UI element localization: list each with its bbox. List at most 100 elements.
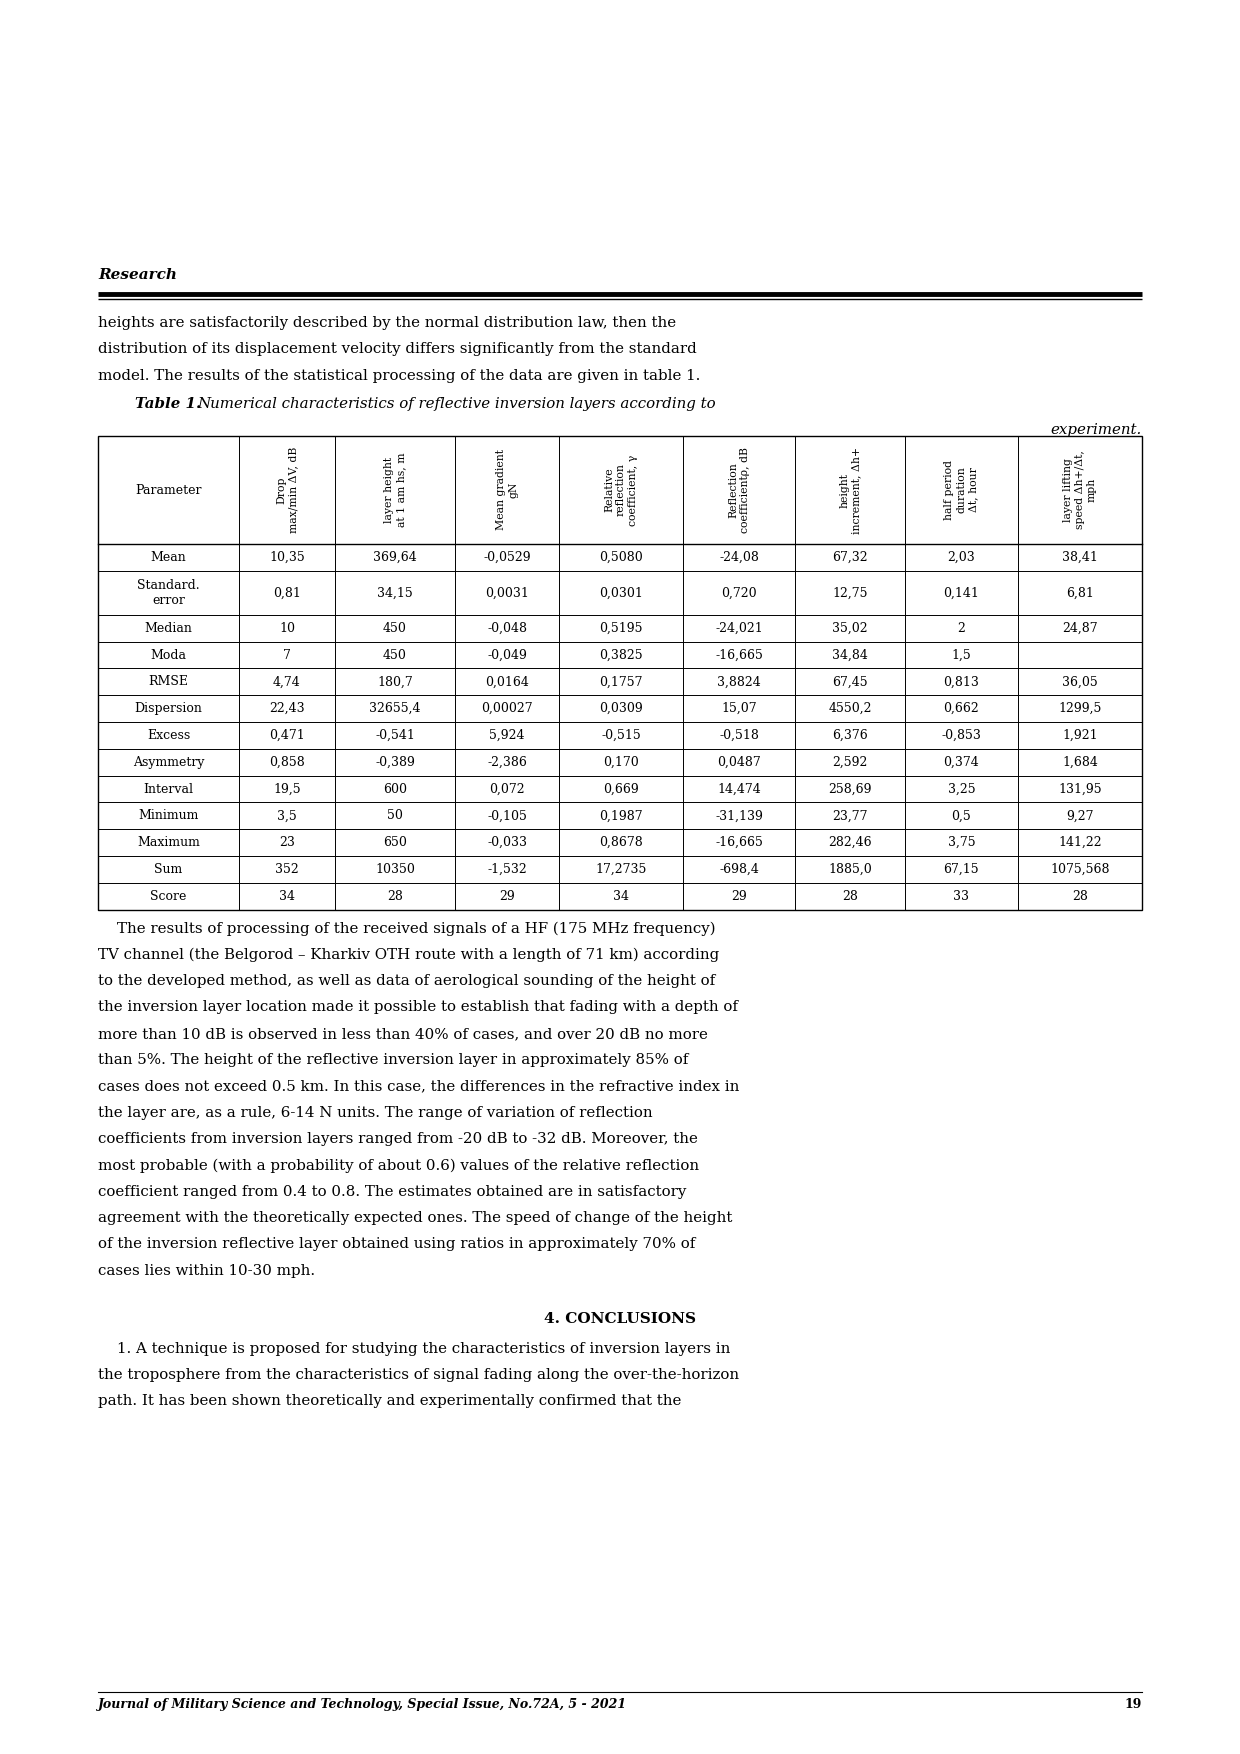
Text: 1885,0: 1885,0 <box>828 863 872 875</box>
Text: 0,669: 0,669 <box>603 782 639 796</box>
Text: 1299,5: 1299,5 <box>1058 702 1101 716</box>
Text: Journal of Military Science and Technology, Special Issue, No.72A, 5 - 2021: Journal of Military Science and Technolo… <box>98 1698 627 1710</box>
Text: 3,8824: 3,8824 <box>717 675 761 688</box>
Text: Mean gradient
gN: Mean gradient gN <box>496 449 518 530</box>
Text: 6,81: 6,81 <box>1066 586 1094 600</box>
Text: Standard.
error: Standard. error <box>138 579 200 607</box>
Text: 38,41: 38,41 <box>1061 551 1097 563</box>
Text: Interval: Interval <box>144 782 193 796</box>
Text: 1,684: 1,684 <box>1061 756 1097 768</box>
Text: 0,0031: 0,0031 <box>485 586 529 600</box>
Text: 35,02: 35,02 <box>832 621 868 635</box>
Text: agreement with the theoretically expected ones. The speed of change of the heigh: agreement with the theoretically expecte… <box>98 1210 733 1224</box>
Text: 0,3825: 0,3825 <box>599 649 642 661</box>
Text: 6,376: 6,376 <box>832 730 868 742</box>
Text: 4,74: 4,74 <box>273 675 301 688</box>
Text: 15,07: 15,07 <box>722 702 756 716</box>
Text: 22,43: 22,43 <box>269 702 305 716</box>
Text: 5,924: 5,924 <box>490 730 525 742</box>
Text: 34,84: 34,84 <box>832 649 868 661</box>
Text: the troposphere from the characteristics of signal fading along the over-the-hor: the troposphere from the characteristics… <box>98 1368 739 1382</box>
Text: the layer are, as a rule, 6-14 N units. The range of variation of reflection: the layer are, as a rule, 6-14 N units. … <box>98 1105 652 1119</box>
Text: 3,5: 3,5 <box>277 809 296 823</box>
Text: Numerical characteristics of reflective inversion layers according to: Numerical characteristics of reflective … <box>197 396 715 410</box>
Text: -698,4: -698,4 <box>719 863 759 875</box>
Text: cases does not exceed 0.5 km. In this case, the differences in the refractive in: cases does not exceed 0.5 km. In this ca… <box>98 1079 739 1093</box>
Text: 352: 352 <box>275 863 299 875</box>
Text: 2,03: 2,03 <box>947 551 976 563</box>
Text: -0,0529: -0,0529 <box>484 551 531 563</box>
Text: -31,139: -31,139 <box>715 809 763 823</box>
Text: 0,5: 0,5 <box>951 809 971 823</box>
Text: 19: 19 <box>1125 1698 1142 1710</box>
Text: Moda: Moda <box>150 649 186 661</box>
Text: 67,32: 67,32 <box>832 551 868 563</box>
Text: cases lies within 10-30 mph.: cases lies within 10-30 mph. <box>98 1263 315 1277</box>
Text: 7: 7 <box>283 649 291 661</box>
Text: experiment.: experiment. <box>1050 423 1142 437</box>
Text: -0,515: -0,515 <box>601 730 641 742</box>
Text: -0,033: -0,033 <box>487 837 527 849</box>
Text: -16,665: -16,665 <box>715 649 763 661</box>
Text: 0,0164: 0,0164 <box>485 675 529 688</box>
Text: 0,662: 0,662 <box>944 702 980 716</box>
Text: 258,69: 258,69 <box>828 782 872 796</box>
Text: The results of processing of the received signals of a HF (175 MHz frequency): The results of processing of the receive… <box>98 921 715 937</box>
Text: most probable (with a probability of about 0.6) values of the relative reflectio: most probable (with a probability of abo… <box>98 1158 699 1173</box>
Text: 450: 450 <box>383 621 407 635</box>
Text: -1,532: -1,532 <box>487 863 527 875</box>
Text: -0,048: -0,048 <box>487 621 527 635</box>
Text: Score: Score <box>150 889 187 903</box>
Text: 282,46: 282,46 <box>828 837 872 849</box>
Text: more than 10 dB is observed in less than 40% of cases, and over 20 dB no more: more than 10 dB is observed in less than… <box>98 1026 708 1040</box>
Text: -0,389: -0,389 <box>374 756 415 768</box>
Text: path. It has been shown theoretically and experimentally confirmed that the: path. It has been shown theoretically an… <box>98 1394 681 1408</box>
Text: 0,720: 0,720 <box>722 586 756 600</box>
Text: 1075,568: 1075,568 <box>1050 863 1110 875</box>
Text: -0,853: -0,853 <box>941 730 981 742</box>
Text: 12,75: 12,75 <box>832 586 868 600</box>
Text: 1,5: 1,5 <box>951 649 971 661</box>
Text: 0,1987: 0,1987 <box>599 809 642 823</box>
Text: 0,00027: 0,00027 <box>481 702 533 716</box>
Text: 450: 450 <box>383 649 407 661</box>
Text: height
increment, Δh+: height increment, Δh+ <box>839 447 862 533</box>
Text: 600: 600 <box>383 782 407 796</box>
Text: 17,2735: 17,2735 <box>595 863 647 875</box>
Text: 10350: 10350 <box>374 863 415 875</box>
Text: -0,049: -0,049 <box>487 649 527 661</box>
Text: 28: 28 <box>387 889 403 903</box>
Text: 2,592: 2,592 <box>832 756 868 768</box>
Text: 3,75: 3,75 <box>947 837 975 849</box>
Text: 19,5: 19,5 <box>273 782 301 796</box>
Bar <box>98 437 1142 910</box>
Text: 14,474: 14,474 <box>717 782 761 796</box>
Text: 67,45: 67,45 <box>832 675 868 688</box>
Text: 0,1757: 0,1757 <box>599 675 642 688</box>
Text: Research: Research <box>98 268 177 282</box>
Text: 0,8678: 0,8678 <box>599 837 642 849</box>
Text: 67,15: 67,15 <box>944 863 980 875</box>
Text: 0,813: 0,813 <box>944 675 980 688</box>
Text: 0,5080: 0,5080 <box>599 551 642 563</box>
Text: 34: 34 <box>613 889 629 903</box>
Text: 0,471: 0,471 <box>269 730 305 742</box>
Text: distribution of its displacement velocity differs significantly from the standar: distribution of its displacement velocit… <box>98 342 697 356</box>
Text: -0,518: -0,518 <box>719 730 759 742</box>
Text: coefficients from inversion layers ranged from -20 dB to -32 dB. Moreover, the: coefficients from inversion layers range… <box>98 1131 698 1145</box>
Text: Drop
max/min ΔV, dB: Drop max/min ΔV, dB <box>277 447 298 533</box>
Text: of the inversion reflective layer obtained using ratios in approximately 70% of: of the inversion reflective layer obtain… <box>98 1237 696 1251</box>
Text: Sum: Sum <box>154 863 182 875</box>
Text: 4. CONCLUSIONS: 4. CONCLUSIONS <box>544 1312 696 1326</box>
Text: 32655,4: 32655,4 <box>370 702 420 716</box>
Text: 141,22: 141,22 <box>1058 837 1101 849</box>
Text: 0,5195: 0,5195 <box>599 621 642 635</box>
Text: 10: 10 <box>279 621 295 635</box>
Text: Mean: Mean <box>150 551 186 563</box>
Text: 50: 50 <box>387 809 403 823</box>
Text: -16,665: -16,665 <box>715 837 763 849</box>
Text: layer height
at 1 am hs, m: layer height at 1 am hs, m <box>384 453 405 528</box>
Text: 28: 28 <box>842 889 858 903</box>
Text: 0,0301: 0,0301 <box>599 586 644 600</box>
Text: -0,105: -0,105 <box>487 809 527 823</box>
